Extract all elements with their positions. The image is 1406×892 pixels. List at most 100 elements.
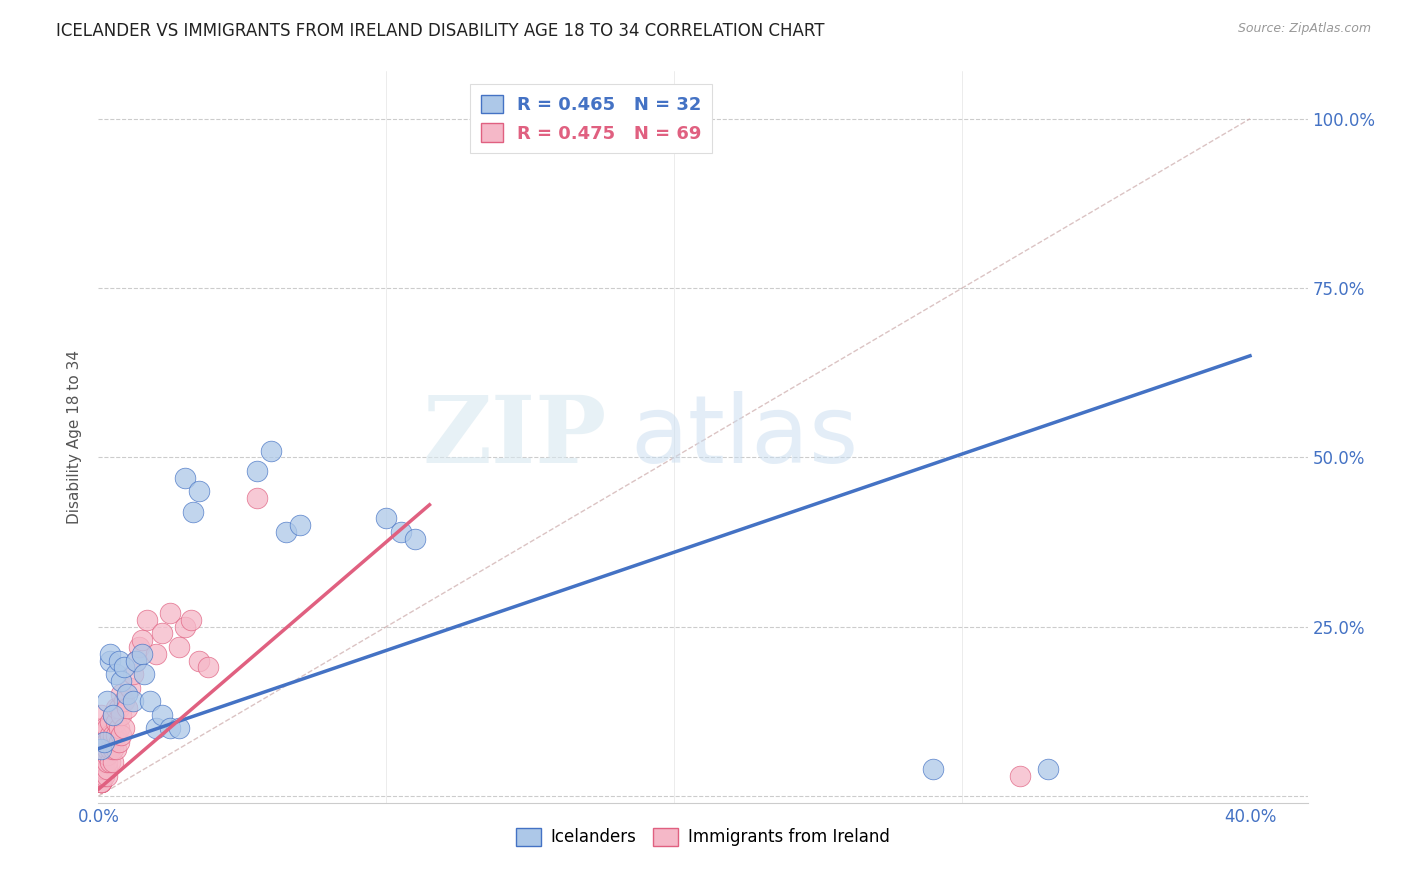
- Point: [197, 660, 219, 674]
- Point: [101, 728, 124, 742]
- Point: [122, 694, 145, 708]
- Point: [101, 707, 124, 722]
- Point: [134, 667, 156, 681]
- Point: [173, 471, 195, 485]
- Point: [96, 748, 118, 763]
- Point: [90, 769, 112, 783]
- Point: [96, 741, 118, 756]
- Point: [107, 654, 129, 668]
- Point: [107, 701, 129, 715]
- Point: [107, 735, 129, 749]
- Point: [93, 728, 115, 742]
- Point: [96, 721, 118, 735]
- Point: [159, 606, 181, 620]
- Point: [101, 741, 124, 756]
- Point: [93, 762, 115, 776]
- Point: [167, 640, 190, 654]
- Point: [246, 491, 269, 505]
- Point: [104, 714, 127, 729]
- Point: [115, 701, 138, 715]
- Point: [98, 741, 121, 756]
- Point: [90, 775, 112, 789]
- Text: ZIP: ZIP: [422, 392, 606, 482]
- Point: [112, 660, 135, 674]
- Point: [98, 755, 121, 769]
- Point: [139, 694, 162, 708]
- Point: [93, 748, 115, 763]
- Point: [112, 721, 135, 735]
- Point: [90, 707, 112, 722]
- Point: [389, 524, 412, 539]
- Point: [115, 688, 138, 702]
- Point: [90, 775, 112, 789]
- Text: Source: ZipAtlas.com: Source: ZipAtlas.com: [1237, 22, 1371, 36]
- Point: [96, 735, 118, 749]
- Legend: Icelanders, Immigrants from Ireland: Icelanders, Immigrants from Ireland: [509, 821, 897, 853]
- Point: [120, 681, 142, 695]
- Point: [145, 647, 167, 661]
- Point: [93, 721, 115, 735]
- Point: [90, 741, 112, 756]
- Point: [96, 769, 118, 783]
- Point: [98, 647, 121, 661]
- Point: [188, 484, 211, 499]
- Point: [150, 707, 173, 722]
- Point: [104, 728, 127, 742]
- Point: [180, 613, 202, 627]
- Point: [173, 620, 195, 634]
- Point: [404, 532, 426, 546]
- Point: [90, 735, 112, 749]
- Point: [131, 633, 153, 648]
- Point: [98, 728, 121, 742]
- Point: [110, 728, 132, 742]
- Point: [104, 741, 127, 756]
- Point: [90, 755, 112, 769]
- Point: [274, 524, 297, 539]
- Point: [93, 769, 115, 783]
- Point: [90, 769, 112, 783]
- Point: [145, 721, 167, 735]
- Point: [90, 741, 112, 756]
- Point: [1008, 769, 1031, 783]
- Point: [112, 694, 135, 708]
- Point: [90, 721, 112, 735]
- Point: [128, 640, 150, 654]
- Point: [375, 511, 398, 525]
- Point: [90, 728, 112, 742]
- Point: [101, 755, 124, 769]
- Point: [110, 688, 132, 702]
- Point: [167, 721, 190, 735]
- Point: [90, 775, 112, 789]
- Point: [131, 647, 153, 661]
- Point: [1038, 762, 1060, 776]
- Point: [288, 518, 311, 533]
- Point: [96, 755, 118, 769]
- Point: [96, 762, 118, 776]
- Point: [93, 735, 115, 749]
- Point: [188, 654, 211, 668]
- Point: [90, 748, 112, 763]
- Text: atlas: atlas: [630, 391, 859, 483]
- Point: [107, 721, 129, 735]
- Point: [922, 762, 945, 776]
- Point: [90, 762, 112, 776]
- Point: [260, 443, 283, 458]
- Point: [183, 505, 205, 519]
- Point: [98, 714, 121, 729]
- Y-axis label: Disability Age 18 to 34: Disability Age 18 to 34: [67, 350, 83, 524]
- Point: [101, 707, 124, 722]
- Text: ICELANDER VS IMMIGRANTS FROM IRELAND DISABILITY AGE 18 TO 34 CORRELATION CHART: ICELANDER VS IMMIGRANTS FROM IRELAND DIS…: [56, 22, 825, 40]
- Point: [110, 707, 132, 722]
- Point: [150, 626, 173, 640]
- Point: [125, 654, 148, 668]
- Point: [90, 762, 112, 776]
- Point: [136, 613, 159, 627]
- Point: [90, 769, 112, 783]
- Point: [122, 667, 145, 681]
- Point: [96, 694, 118, 708]
- Point: [98, 654, 121, 668]
- Point: [93, 735, 115, 749]
- Point: [125, 654, 148, 668]
- Point: [90, 775, 112, 789]
- Point: [104, 667, 127, 681]
